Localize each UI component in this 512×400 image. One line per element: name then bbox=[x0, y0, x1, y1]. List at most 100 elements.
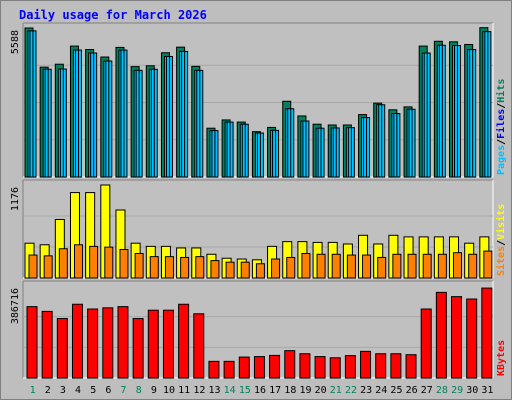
sites-bar bbox=[331, 253, 341, 279]
day-label: 31 bbox=[481, 385, 493, 396]
day-label: 2 bbox=[45, 385, 51, 396]
sites-bar bbox=[149, 256, 159, 279]
day-label: 4 bbox=[75, 385, 81, 396]
pages-bar bbox=[135, 69, 140, 178]
sites-bar bbox=[286, 256, 296, 279]
day-label: 28 bbox=[436, 385, 448, 396]
pages-bar bbox=[165, 55, 170, 178]
day-label: 23 bbox=[360, 385, 372, 396]
kbytes-bar bbox=[314, 356, 326, 379]
day-label: 20 bbox=[315, 385, 327, 396]
kbytes-bar bbox=[284, 350, 296, 379]
kbytes-legend-item: KBytes bbox=[496, 340, 507, 376]
visits-ymax-label: 1176 bbox=[10, 187, 21, 211]
day-label: 9 bbox=[151, 385, 157, 396]
sites-bar bbox=[437, 253, 447, 279]
day-label: 24 bbox=[375, 385, 387, 396]
kbytes-bar bbox=[223, 360, 235, 379]
pages-bar bbox=[484, 31, 489, 178]
kbytes-bar bbox=[390, 353, 402, 379]
pages-bar bbox=[378, 104, 383, 178]
kbytes-bar bbox=[481, 287, 493, 379]
hits-files-legend-separator: / bbox=[496, 103, 507, 109]
sites-bar bbox=[422, 253, 432, 279]
kbytes-bar bbox=[451, 296, 463, 379]
pages-bar bbox=[363, 117, 368, 178]
day-label: 12 bbox=[193, 385, 205, 396]
sites-bar bbox=[134, 252, 144, 279]
sites-bar bbox=[271, 258, 281, 279]
day-label: 7 bbox=[121, 385, 127, 396]
kbytes-bar bbox=[41, 310, 53, 379]
kbytes-bar bbox=[466, 298, 478, 379]
pages-bar bbox=[272, 129, 277, 178]
day-label: 17 bbox=[269, 385, 281, 396]
pages-bar bbox=[347, 127, 352, 178]
pages-bar bbox=[44, 68, 49, 178]
kbytes-bar bbox=[87, 308, 99, 379]
pages-bar bbox=[469, 49, 474, 178]
day-label: 13 bbox=[208, 385, 220, 396]
pages-bar bbox=[90, 52, 95, 178]
kbytes-bar bbox=[253, 356, 265, 379]
day-label: 15 bbox=[239, 385, 251, 396]
kbytes-bar bbox=[26, 306, 38, 379]
pages-bar bbox=[302, 120, 307, 178]
sites-bar bbox=[58, 248, 68, 279]
kbytes-bar bbox=[375, 353, 387, 379]
kbytes-bar bbox=[405, 354, 417, 379]
sites-bar bbox=[240, 261, 250, 279]
sites-bar bbox=[180, 256, 190, 279]
kbytes-bar bbox=[178, 303, 190, 379]
kbytes-bar bbox=[56, 318, 68, 379]
pages-bar bbox=[150, 68, 155, 178]
hits-files-legend-separator: / bbox=[496, 139, 507, 145]
day-label: 10 bbox=[163, 385, 175, 396]
pages-bar bbox=[226, 121, 231, 178]
kbytes-bar bbox=[344, 355, 356, 379]
day-label: 22 bbox=[345, 385, 357, 396]
day-label: 1 bbox=[30, 385, 36, 396]
kbytes-bar bbox=[299, 353, 311, 379]
pages-bar bbox=[196, 69, 201, 178]
kbytes-bar bbox=[71, 303, 83, 379]
day-label: 25 bbox=[390, 385, 402, 396]
sites-bar bbox=[407, 253, 417, 279]
pages-bar bbox=[120, 49, 125, 178]
pages-bar bbox=[454, 45, 459, 178]
sites-bar bbox=[346, 254, 356, 279]
hits-files-legend-item: Files bbox=[495, 109, 507, 139]
sites-bar bbox=[43, 255, 53, 279]
day-label: 27 bbox=[421, 385, 433, 396]
sites-bar bbox=[28, 254, 38, 279]
kbytes-legend: KBytes bbox=[496, 340, 507, 376]
day-label: 8 bbox=[136, 385, 142, 396]
hits-ymax-label: 5588 bbox=[10, 30, 21, 54]
pages-bar bbox=[423, 52, 428, 178]
kbytes-bar bbox=[117, 306, 129, 379]
sites-bar bbox=[255, 263, 265, 279]
sites-bar bbox=[119, 249, 129, 279]
kbytes-bar bbox=[102, 307, 114, 379]
hits-files-legend-item: Pages bbox=[496, 145, 507, 175]
day-label: 3 bbox=[60, 385, 66, 396]
day-label: 21 bbox=[330, 385, 342, 396]
pages-bar bbox=[438, 44, 443, 178]
visits-sites-legend-item: Sites bbox=[495, 246, 507, 276]
sites-bar bbox=[468, 253, 478, 279]
sites-bar bbox=[377, 256, 387, 279]
chart-title: Daily usage for March 2026 bbox=[19, 8, 207, 22]
pages-bar bbox=[332, 127, 337, 178]
sites-bar bbox=[104, 246, 114, 279]
kbytes-ymax-label: 386716 bbox=[10, 288, 21, 324]
kbytes-bar bbox=[269, 354, 281, 379]
kbytes-bar bbox=[132, 318, 144, 379]
kbytes-bar bbox=[208, 360, 220, 379]
visits-sites-legend: Sites/Visits bbox=[495, 204, 507, 276]
pages-bar bbox=[211, 130, 216, 178]
sites-bar bbox=[483, 250, 493, 279]
day-label: 5 bbox=[90, 385, 96, 396]
pages-bar bbox=[59, 68, 64, 178]
pages-bar bbox=[74, 49, 79, 178]
